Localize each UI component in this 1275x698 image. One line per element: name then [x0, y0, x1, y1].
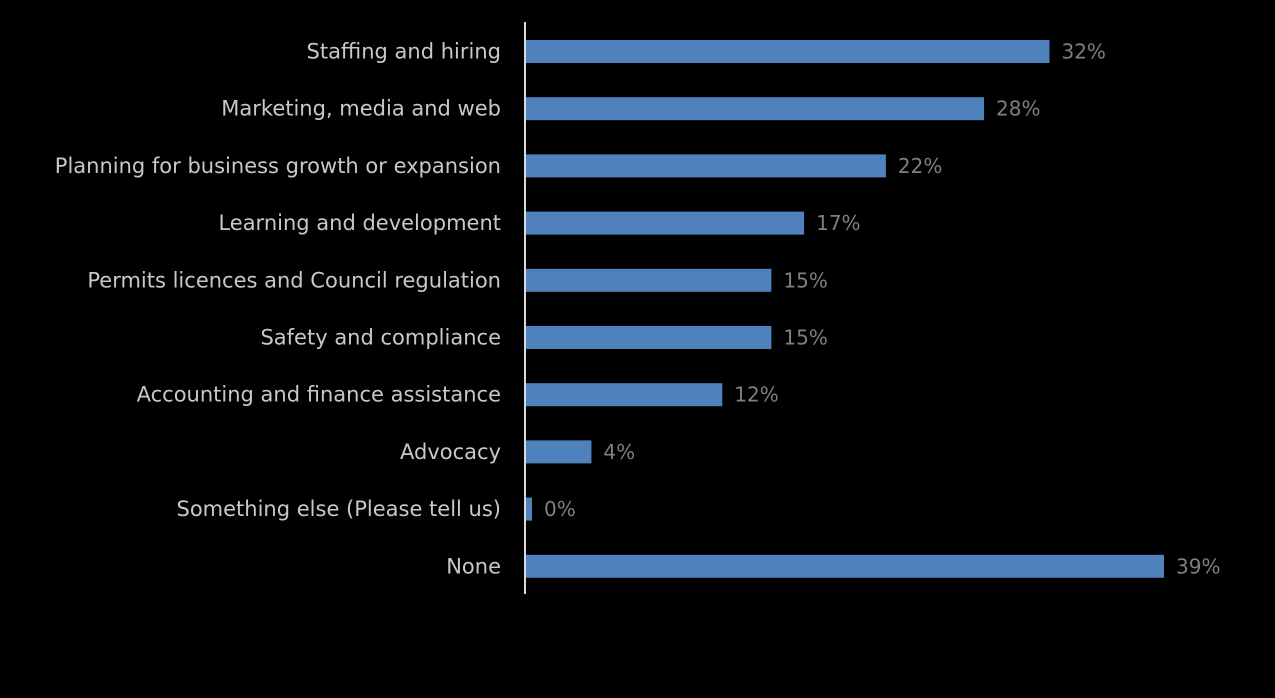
category-label-3: Learning and development — [218, 211, 501, 235]
category-label-7: Advocacy — [400, 440, 501, 464]
bar-9 — [526, 554, 1164, 578]
bar-5 — [526, 326, 772, 349]
bar-4 — [526, 268, 772, 292]
data-label-9: 39% — [1176, 554, 1220, 578]
data-label-5: 15% — [783, 326, 827, 350]
category-label-8: Something else (Please tell us) — [177, 497, 502, 521]
data-label-3: 17% — [816, 211, 860, 235]
bar-1 — [526, 97, 985, 121]
data-label-8: 0% — [544, 497, 576, 521]
bar-8 — [526, 497, 532, 521]
category-label-4: Permits licences and Council regulation — [87, 268, 501, 292]
data-label-0: 32% — [1061, 40, 1105, 64]
bar-3 — [526, 211, 805, 235]
data-label-2: 22% — [898, 154, 942, 178]
bar-6 — [526, 383, 723, 407]
data-label-6: 12% — [734, 383, 778, 407]
data-label-4: 15% — [783, 268, 827, 292]
bar-2 — [526, 154, 886, 178]
category-label-6: Accounting and finance assistance — [137, 383, 501, 407]
category-label-9: None — [446, 554, 501, 578]
bar-0 — [526, 40, 1050, 63]
data-label-7: 4% — [603, 440, 635, 464]
bars-layer — [526, 40, 1164, 578]
category-label-2: Planning for business growth or expansio… — [55, 154, 501, 178]
bar-7 — [526, 440, 592, 464]
data-label-1: 28% — [996, 97, 1040, 121]
category-label-0: Staffing and hiring — [307, 40, 502, 64]
category-label-5: Safety and compliance — [260, 326, 501, 350]
category-label-1: Marketing, media and web — [221, 97, 501, 121]
labels-layer: Staffing and hiring 32% Marketing, media a… — [55, 40, 1221, 579]
